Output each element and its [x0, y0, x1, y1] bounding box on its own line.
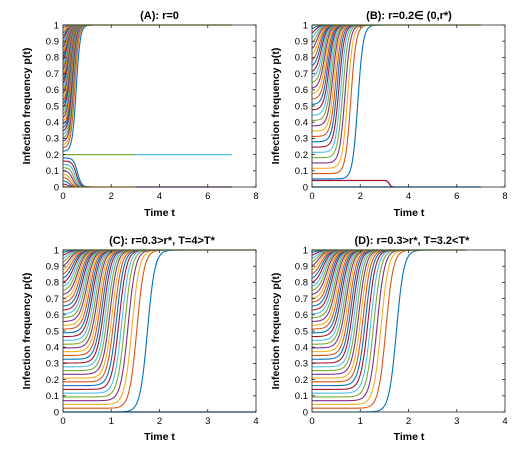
panel-a-ytick-label: 0.5 [46, 101, 59, 112]
panel-c-xtick-label: 1 [109, 416, 114, 427]
panel-c-title: (C): r=0.3>r*, T=4>T* [109, 235, 215, 247]
panel-a-xtick-label: 8 [253, 191, 258, 202]
panel-d-xtick-label: 0 [309, 416, 314, 427]
panel-d-ytick-label: 0.9 [295, 262, 308, 273]
panel-c-ytick-label: 0.5 [46, 326, 59, 337]
panel-d-ytick-label: 0 [303, 407, 308, 418]
panel-d-ytick-label: 0.6 [295, 310, 308, 321]
panel-c-ytick-label: 0 [54, 407, 59, 418]
panel-c-ylabel: Infection frequency p(t) [21, 273, 33, 390]
panel-a-ytick-label: 1 [54, 20, 59, 31]
panel-b-xtick-label: 8 [502, 191, 507, 202]
panel-c-ytick-label: 0.8 [46, 278, 59, 289]
panel-c-ytick-label: 1 [54, 245, 59, 256]
panel-a-ytick-label: 0 [54, 182, 59, 193]
panel-b-ytick-label: 0.6 [295, 85, 308, 96]
panel-b-xlabel: Time t [394, 207, 425, 219]
panel-b-ytick-label: 0.3 [295, 134, 308, 145]
panel-d-ytick-label: 0.5 [295, 326, 308, 337]
panel-a-xtick-label: 6 [205, 191, 210, 202]
panel-c-xtick-label: 2 [157, 416, 162, 427]
panel-a: (A): r=0 Time t Infection frequency p(t)… [21, 10, 259, 219]
panel-b-title: (B): r=0.2∈ (0,r*) [366, 10, 452, 22]
panel-b-ylabel: Infection frequency p(t) [270, 48, 282, 165]
panel-c-ytick-label: 0.1 [46, 391, 59, 402]
panel-c-xtick-label: 0 [60, 416, 65, 427]
panel-b-ytick-label: 0.2 [295, 150, 308, 161]
panel-a-title: (A): r=0 [140, 10, 179, 22]
panel-a-ytick-label: 0.6 [46, 85, 59, 96]
panel-b-ytick-label: 0.8 [295, 53, 308, 64]
panel-c-ytick-label: 0.7 [46, 294, 59, 305]
panel-d-ytick-label: 0.8 [295, 278, 308, 289]
panel-b-ytick-label: 0.7 [295, 69, 308, 80]
panel-b-xtick-label: 6 [454, 191, 459, 202]
panel-d-ytick-label: 0.7 [295, 294, 308, 305]
panel-d: (D): r=0.3>r*, T=3.2<T* Time t Infection… [270, 235, 508, 443]
panel-d-ylabel: Infection frequency p(t) [270, 273, 282, 390]
panel-b-ytick-label: 0.9 [295, 37, 308, 48]
panel-d-xtick-label: 4 [502, 416, 507, 427]
panel-c-xtick-label: 3 [205, 416, 210, 427]
panel-b-ytick-label: 0 [303, 182, 308, 193]
panel-d-xtick-label: 1 [358, 416, 363, 427]
panel-c-ytick-label: 0.4 [46, 343, 59, 354]
panel-b-ytick-label: 0.5 [295, 101, 308, 112]
panel-d-xtick-label: 3 [454, 416, 459, 427]
panel-a-xtick-label: 0 [60, 191, 65, 202]
panel-c-ytick-label: 0.6 [46, 310, 59, 321]
panel-d-ytick-label: 1 [303, 245, 308, 256]
panel-c-xtick-label: 4 [253, 416, 258, 427]
panel-d-xtick-label: 2 [406, 416, 411, 427]
panel-b-ytick-label: 0.1 [295, 166, 308, 177]
panel-c-ytick-label: 0.2 [46, 375, 59, 386]
panel-a-ytick-label: 0.8 [46, 53, 59, 64]
panel-b-xtick-label: 2 [358, 191, 363, 202]
panel-a-ytick-label: 0.3 [46, 134, 59, 145]
panel-a-ytick-label: 0.2 [46, 150, 59, 161]
panel-a-xtick-label: 2 [109, 191, 114, 202]
panel-b-xtick-label: 0 [309, 191, 314, 202]
panel-a-ytick-label: 0.1 [46, 166, 59, 177]
panel-d-ytick-label: 0.1 [295, 391, 308, 402]
panel-a-ylabel: Infection frequency p(t) [21, 48, 33, 165]
panel-a-xlabel: Time t [144, 207, 175, 219]
panel-d-ytick-label: 0.3 [295, 359, 308, 370]
panel-d-ytick-label: 0.4 [295, 343, 308, 354]
panel-c-ytick-label: 0.9 [46, 262, 59, 273]
panel-b-ytick-label: 1 [303, 20, 308, 31]
panel-a-xtick-label: 4 [157, 191, 162, 202]
panel-b-xtick-label: 4 [406, 191, 411, 202]
panel-a-ytick-label: 0.4 [46, 118, 59, 129]
panel-a-ytick-label: 0.7 [46, 69, 59, 80]
panel-b-ytick-label: 0.4 [295, 118, 308, 129]
panel-a-ytick-label: 0.9 [46, 37, 59, 48]
panel-c-xlabel: Time t [144, 431, 175, 443]
panel-b-curve [312, 24, 385, 180]
panel-c-ytick-label: 0.3 [46, 359, 59, 370]
panel-c: (C): r=0.3>r*, T=4>T* Time t Infection f… [21, 235, 259, 443]
panel-d-xlabel: Time t [394, 431, 425, 443]
panel-d-ytick-label: 0.2 [295, 375, 308, 386]
panel-b: (B): r=0.2∈ (0,r*) Time t Infection freq… [270, 10, 508, 219]
panel-d-title: (D): r=0.3>r*, T=3.2<T* [355, 235, 471, 247]
